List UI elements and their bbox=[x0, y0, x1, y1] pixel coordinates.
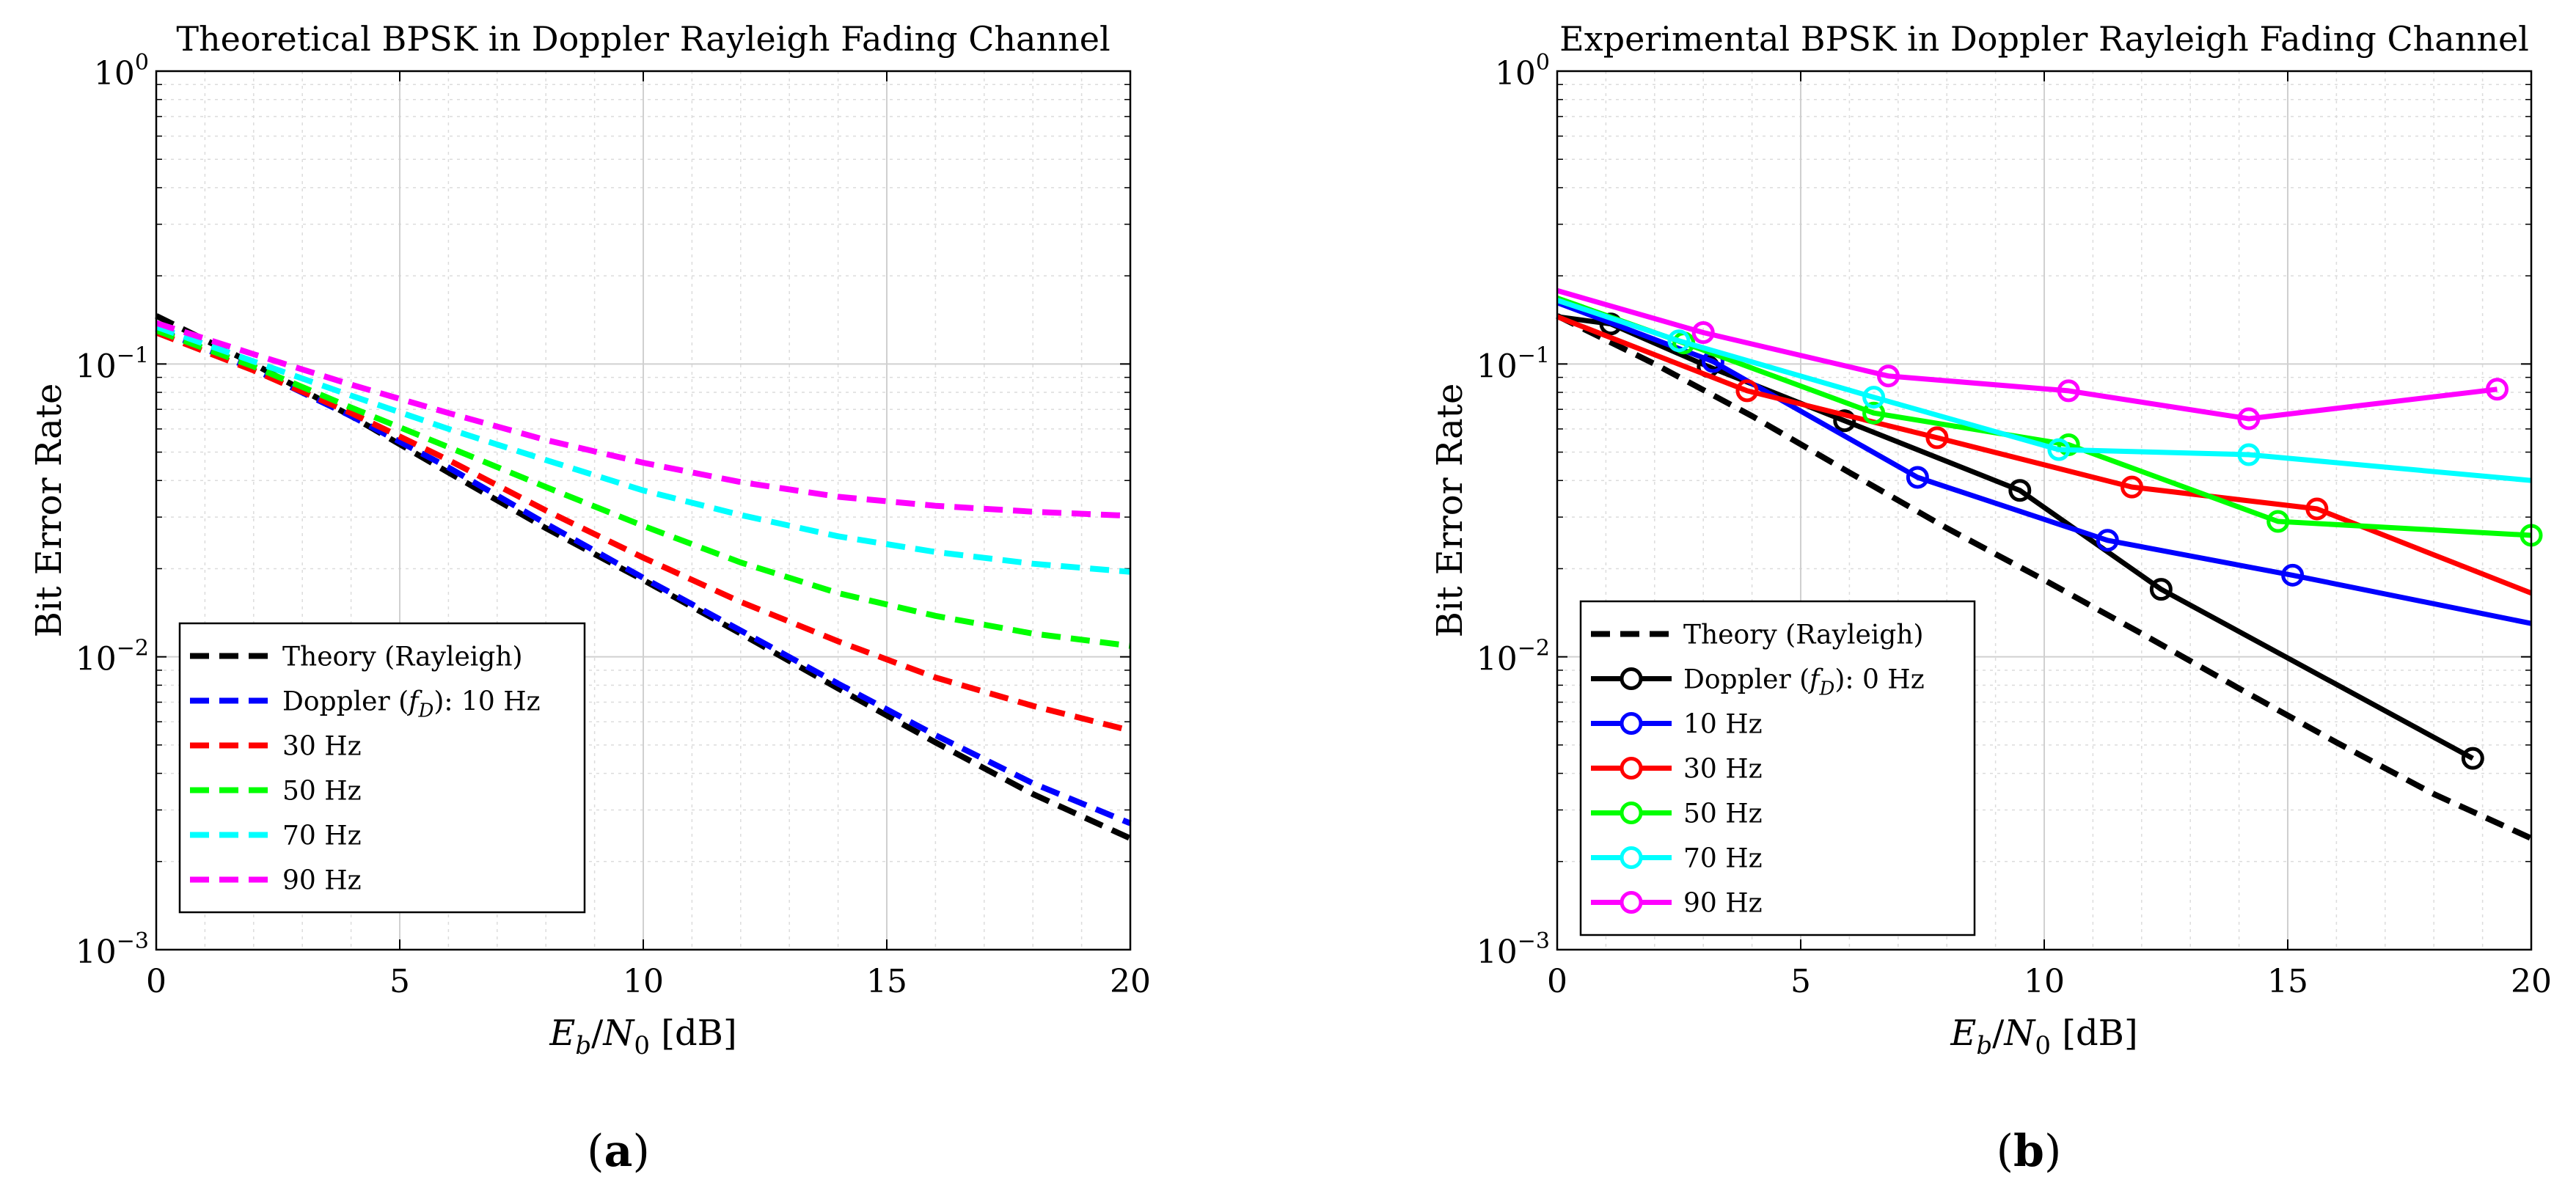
legend: Theory (Rayleigh) Doppler (fD): 0 Hz 10 Hz… bbox=[1579, 600, 1976, 936]
data-point-marker bbox=[2096, 529, 2119, 552]
y-axis-label: Bit Error Rate bbox=[1430, 384, 1471, 638]
legend-label: 70 Hz bbox=[282, 821, 362, 851]
x-tick-label: 10 bbox=[2024, 963, 2065, 1000]
data-point-marker bbox=[1925, 426, 1949, 450]
legend-marker bbox=[1620, 667, 1643, 690]
y-tick-label: 10−1 bbox=[1477, 342, 1550, 385]
legend-box bbox=[178, 622, 586, 914]
legend-label: 30 Hz bbox=[282, 732, 362, 762]
legend-label: 90 Hz bbox=[282, 866, 362, 896]
legend-label: 10 Hz bbox=[1683, 710, 1763, 740]
legend-label: 90 Hz bbox=[1683, 889, 1763, 919]
y-tick-label: 10−3 bbox=[1477, 928, 1550, 971]
x-axis-label: Eb/N0 [dB] bbox=[549, 1013, 736, 1060]
x-tick-label: 15 bbox=[2267, 963, 2308, 1000]
data-point-marker bbox=[2486, 378, 2509, 401]
legend-marker bbox=[1620, 846, 1643, 869]
data-point-marker bbox=[2057, 379, 2080, 403]
panel-caption: (b) bbox=[1997, 1126, 2062, 1177]
legend-marker bbox=[1620, 802, 1643, 824]
legend-label: 70 Hz bbox=[1683, 844, 1763, 874]
data-point-marker bbox=[2121, 475, 2144, 499]
legend-label: Doppler (fD): 0 Hz bbox=[1683, 665, 1925, 700]
legend-marker bbox=[1620, 712, 1643, 735]
data-point-marker bbox=[2266, 510, 2290, 533]
data-point-marker bbox=[1862, 401, 1886, 425]
series-line-2 bbox=[155, 329, 1131, 734]
legend-label: 50 Hz bbox=[1683, 799, 1763, 829]
y-tick-label: 10−3 bbox=[76, 928, 149, 971]
series-line-0 bbox=[1556, 313, 2533, 841]
data-point-marker bbox=[2047, 438, 2071, 461]
y-axis-label: Bit Error Rate bbox=[29, 384, 70, 638]
y-tick-label: 10−2 bbox=[76, 636, 149, 678]
series-line-1 bbox=[155, 326, 1132, 826]
y-tick-label: 10−1 bbox=[76, 342, 149, 385]
legend-label: Doppler (fD): 10 Hz bbox=[282, 687, 541, 722]
x-tick-label: 10 bbox=[623, 963, 664, 1000]
panel-caption: (a) bbox=[587, 1126, 650, 1177]
chart-panel-a: 0 5 10 15 20 10−3 10−2 10−1 100 Theoretical BPSK … bbox=[29, 19, 1151, 1177]
x-tick-label: 20 bbox=[2511, 963, 2552, 1000]
data-point-marker bbox=[2461, 747, 2484, 770]
series-line-5 bbox=[1556, 298, 2532, 483]
axes-frame bbox=[1556, 70, 2533, 951]
series-line-4 bbox=[155, 323, 1131, 575]
x-axis-label: Eb/N0 [dB] bbox=[1950, 1013, 2137, 1060]
data-point-marker bbox=[1833, 409, 1856, 433]
legend-label: 30 Hz bbox=[1683, 755, 1763, 785]
chart-title: Theoretical BPSK in Doppler Rayleigh Fad… bbox=[176, 19, 1110, 59]
data-point-marker bbox=[2305, 497, 2329, 521]
legend-marker bbox=[1620, 891, 1643, 914]
y-tick-label: 10−2 bbox=[1477, 636, 1550, 678]
x-tick-label: 0 bbox=[146, 963, 167, 1000]
legend-label: 50 Hz bbox=[282, 777, 362, 807]
series-line-3 bbox=[1556, 314, 2533, 596]
x-tick-label: 5 bbox=[389, 963, 410, 1000]
x-tick-label: 0 bbox=[1547, 963, 1567, 1000]
data-point-marker bbox=[1877, 364, 1900, 388]
data-point-marker bbox=[1691, 321, 1715, 345]
series-line-3 bbox=[155, 328, 1131, 649]
data-point-marker bbox=[2237, 443, 2261, 466]
series-line-6 bbox=[1556, 287, 2498, 422]
y-tick-label: 100 bbox=[94, 50, 149, 92]
data-point-marker bbox=[1862, 386, 1886, 409]
data-point-marker bbox=[1667, 329, 1691, 353]
chart-title: Experimental BPSK in Doppler Rayleigh Fa… bbox=[1559, 19, 2529, 59]
series-line-5 bbox=[155, 320, 1131, 519]
legend-marker bbox=[1620, 757, 1643, 780]
data-point-marker bbox=[2237, 407, 2261, 430]
axes-frame bbox=[155, 70, 1132, 951]
legend-label: Theory (Rayleigh) bbox=[282, 642, 523, 672]
data-point-marker bbox=[1735, 379, 1759, 403]
data-point-marker bbox=[2149, 578, 2173, 601]
y-tick-label: 100 bbox=[1495, 50, 1550, 92]
x-tick-label: 20 bbox=[1110, 963, 1151, 1000]
legend: Theory (Rayleigh) Doppler (fD): 10 Hz 30 H… bbox=[178, 622, 586, 914]
legend-label: Theory (Rayleigh) bbox=[1683, 620, 1924, 650]
data-point-marker bbox=[2281, 563, 2305, 587]
data-point-marker bbox=[2008, 479, 2032, 502]
x-tick-label: 5 bbox=[1790, 963, 1811, 1000]
x-tick-label: 15 bbox=[866, 963, 907, 1000]
data-point-marker bbox=[1906, 466, 1929, 489]
